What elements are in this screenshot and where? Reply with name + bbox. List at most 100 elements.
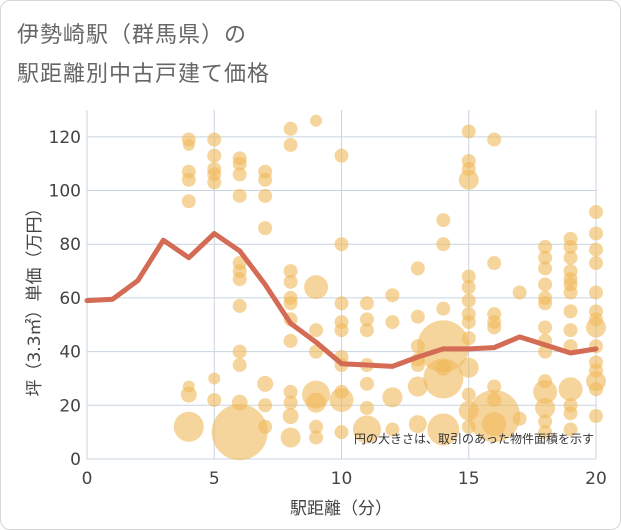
data-bubble: [359, 312, 374, 327]
average-price-line: [84, 231, 599, 369]
data-bubble: [180, 386, 197, 403]
data-bubble: [589, 205, 603, 220]
chart-title-line1: 伊勢崎駅（群馬県）の: [17, 23, 248, 48]
data-bubble: [283, 274, 298, 289]
data-bubble: [334, 323, 349, 338]
data-bubble: [589, 242, 603, 257]
data-bubble: [207, 392, 222, 407]
x-tick-label: 20: [585, 469, 607, 489]
data-bubble: [207, 132, 222, 147]
data-bubble: [334, 148, 349, 163]
data-bubble: [207, 175, 222, 190]
data-bubble: [258, 398, 273, 413]
data-bubble: [211, 404, 268, 461]
data-bubble: [563, 406, 578, 421]
data-bubble: [563, 285, 578, 300]
data-bubble: [232, 156, 247, 171]
data-bubble: [589, 256, 603, 271]
y-tick-label: 20: [59, 396, 81, 416]
data-bubble: [258, 419, 273, 434]
data-bubble: [306, 392, 327, 413]
data-bubble: [310, 114, 323, 127]
data-bubble: [538, 414, 553, 429]
data-bubble: [423, 358, 464, 399]
data-bubble: [410, 261, 425, 276]
data-bubble: [207, 148, 222, 163]
data-bubble: [461, 387, 476, 402]
data-bubble: [538, 261, 553, 276]
data-bubble: [563, 304, 578, 319]
data-bubble: [359, 400, 374, 415]
data-bubble: [589, 409, 603, 424]
data-bubble: [181, 194, 196, 209]
data-bubble: [563, 323, 578, 338]
data-bubble: [283, 384, 298, 399]
x-tick-label: 15: [458, 469, 480, 489]
data-bubble: [232, 188, 247, 203]
data-bubble: [182, 138, 195, 151]
data-bubble: [232, 358, 247, 373]
data-bubble: [232, 298, 247, 313]
data-bubble: [436, 237, 451, 252]
x-axis-label: 駅距離（分）: [290, 499, 392, 519]
data-bubble: [436, 213, 451, 228]
data-bubble: [283, 137, 298, 152]
data-bubble: [382, 387, 403, 408]
data-bubble: [538, 320, 553, 335]
data-bubble: [232, 344, 247, 359]
x-tick-label: 0: [82, 469, 93, 489]
data-bubble: [304, 275, 329, 300]
data-bubble: [461, 315, 476, 330]
data-bubble: [563, 250, 578, 265]
average-line-group: [84, 231, 599, 369]
data-bubble: [535, 397, 556, 418]
data-bubble: [512, 411, 527, 426]
y-axis: 0 20 40 60 80 100 120: [49, 128, 81, 470]
data-bubble: [280, 427, 301, 448]
data-bubble: [283, 296, 298, 311]
data-bubble: [436, 301, 451, 316]
size-annotation: 円の大きさは、取引のあった物件面積を示す: [354, 431, 594, 446]
data-bubble: [385, 422, 400, 437]
data-bubble: [181, 172, 196, 187]
data-bubble: [282, 408, 299, 425]
y-tick-label: 100: [49, 182, 81, 202]
data-bubble: [538, 250, 553, 265]
data-bubble: [407, 376, 428, 397]
data-bubble: [487, 379, 502, 394]
data-bubble: [589, 226, 603, 241]
data-bubble: [487, 132, 502, 147]
data-bubble: [563, 422, 578, 437]
data-bubble: [538, 296, 553, 311]
x-axis: 0 5 10 15 20: [82, 469, 607, 489]
data-bubble: [283, 395, 298, 410]
data-bubble: [359, 296, 374, 311]
data-bubble: [410, 309, 425, 324]
data-bubble: [538, 425, 553, 440]
data-bubble: [334, 296, 349, 311]
data-bubble: [283, 333, 298, 348]
data-bubble: [309, 430, 324, 445]
data-bubble: [417, 320, 470, 373]
data-bubble: [589, 382, 603, 397]
y-tick-label: 60: [59, 289, 81, 309]
data-bubble: [589, 285, 603, 300]
data-bubble: [482, 412, 507, 437]
data-bubble: [461, 331, 476, 346]
data-bubble: [258, 172, 273, 187]
x-tick-label: 5: [209, 469, 220, 489]
data-bubble: [232, 272, 247, 287]
data-bubble: [461, 269, 476, 284]
data-bubble: [487, 320, 502, 335]
data-bubble: [283, 264, 298, 279]
data-bubble: [586, 317, 606, 338]
data-bubble: [334, 425, 349, 440]
y-tick-label: 120: [49, 128, 81, 148]
y-tick-label: 40: [59, 343, 81, 363]
data-bubble: [257, 375, 274, 392]
data-bubble: [427, 413, 460, 446]
data-bubble: [258, 188, 273, 203]
data-bubble: [512, 285, 527, 300]
data-bubble: [385, 288, 400, 303]
data-bubble: [461, 293, 476, 308]
